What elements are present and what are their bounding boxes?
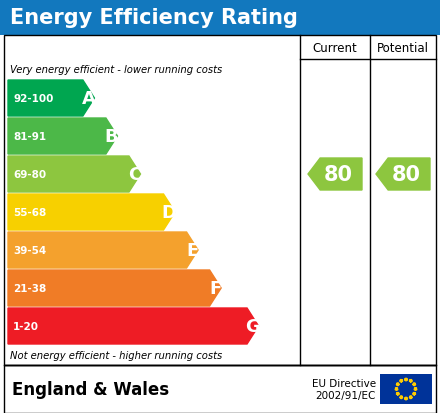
Text: 80: 80 <box>323 165 352 185</box>
Polygon shape <box>376 159 430 190</box>
Polygon shape <box>8 119 117 154</box>
Polygon shape <box>396 392 400 396</box>
Bar <box>380 374 432 404</box>
Bar <box>4 36 436 365</box>
Text: C: C <box>128 166 141 183</box>
Polygon shape <box>409 396 412 399</box>
Text: A: A <box>82 90 95 108</box>
Text: E: E <box>186 242 198 259</box>
Bar <box>0 0 440 36</box>
Polygon shape <box>400 380 403 382</box>
Text: Potential: Potential <box>377 41 429 55</box>
Polygon shape <box>413 383 416 386</box>
Polygon shape <box>8 157 140 192</box>
Polygon shape <box>414 388 417 391</box>
Text: Very energy efficient - lower running costs: Very energy efficient - lower running co… <box>10 65 222 75</box>
Text: D: D <box>162 204 177 221</box>
Text: 2002/91/EC: 2002/91/EC <box>315 390 376 400</box>
Text: Not energy efficient - higher running costs: Not energy efficient - higher running co… <box>10 350 222 360</box>
Polygon shape <box>413 392 416 396</box>
Text: 1-20: 1-20 <box>13 321 39 331</box>
Text: Energy Efficiency Rating: Energy Efficiency Rating <box>10 8 298 28</box>
Text: EU Directive: EU Directive <box>312 378 376 388</box>
Text: F: F <box>209 279 221 297</box>
Polygon shape <box>396 383 400 386</box>
Polygon shape <box>404 378 407 381</box>
Text: G: G <box>246 317 260 335</box>
Text: 21-38: 21-38 <box>13 283 46 293</box>
Polygon shape <box>8 271 221 306</box>
Polygon shape <box>308 159 362 190</box>
Text: B: B <box>105 128 118 146</box>
Polygon shape <box>400 396 403 399</box>
Polygon shape <box>8 308 259 344</box>
Text: 55-68: 55-68 <box>13 207 46 218</box>
Text: 81-91: 81-91 <box>13 132 46 142</box>
Text: Current: Current <box>313 41 357 55</box>
Polygon shape <box>404 397 407 400</box>
Text: 92-100: 92-100 <box>13 94 53 104</box>
Polygon shape <box>409 380 412 382</box>
Text: 80: 80 <box>392 165 421 185</box>
Text: 39-54: 39-54 <box>13 245 46 255</box>
Polygon shape <box>8 195 175 230</box>
Text: England & Wales: England & Wales <box>12 380 169 398</box>
Bar <box>4 365 436 413</box>
Polygon shape <box>395 388 398 391</box>
Polygon shape <box>8 81 95 117</box>
Text: 69-80: 69-80 <box>13 170 46 180</box>
Polygon shape <box>8 233 198 268</box>
